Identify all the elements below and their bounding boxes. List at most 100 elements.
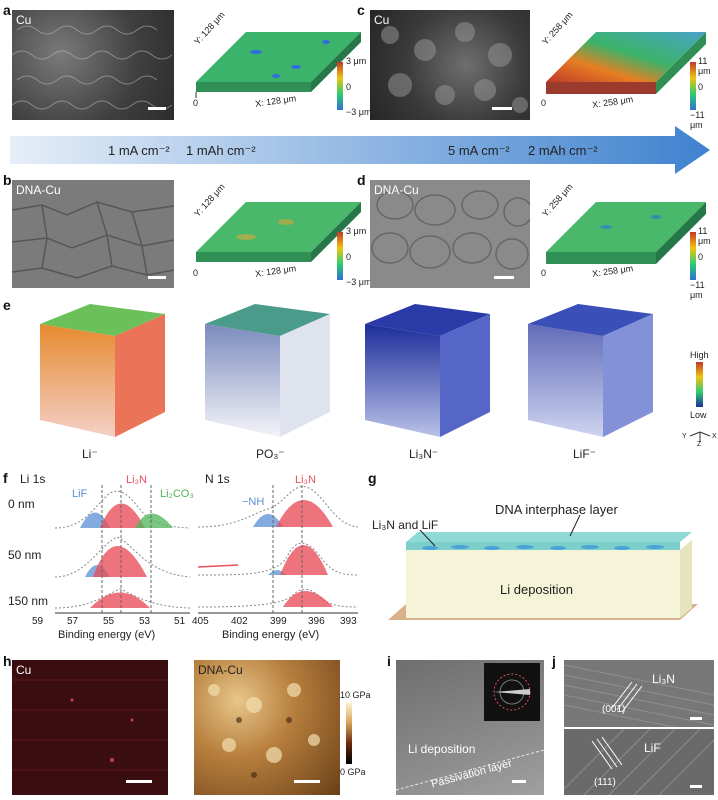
label-plane-001: (001) [602, 704, 626, 715]
panel-label-f: f [3, 470, 8, 486]
intensity-high-label: High [690, 350, 709, 360]
li-tick-51: 51 [174, 616, 186, 627]
arrow-cond1-capacity: 1 mAh cm⁻² [186, 143, 256, 158]
lattice-lif [564, 729, 714, 795]
n-xlabel: Binding energy (eV) [222, 629, 320, 641]
scale-bar-j2 [690, 785, 702, 788]
li-xlabel: Binding energy (eV) [58, 629, 156, 641]
modulus-texture-cu [12, 679, 168, 771]
n-tick-405: 405 [192, 616, 209, 627]
modulus-label-dna-cu: DNA-Cu [198, 663, 243, 677]
colorbar-c [690, 62, 696, 110]
panel-label-e: e [3, 297, 11, 313]
peak-label-n-li3n: Li₃N [295, 474, 316, 486]
hrtem-li3n: Li₃N (001) [564, 660, 714, 727]
axis-z-letter: Z [697, 441, 702, 448]
scale-bar-b [148, 276, 166, 279]
tof-sims-cubes [40, 304, 653, 437]
panel-label-c: c [357, 2, 365, 18]
sem-label-c: Cu [374, 13, 390, 27]
n-tick-399: 399 [270, 616, 287, 627]
hrtem-lif: LiF (111) [564, 729, 714, 795]
cube-label-li3n: Li₃N⁻ [409, 447, 439, 461]
colorbar-b [337, 232, 343, 280]
sem-texture-d [371, 190, 530, 270]
modulus-min-label: 0 GPa [340, 767, 366, 777]
li-tick-53: 53 [139, 616, 151, 627]
colorbar-max-c: 11 μm [698, 56, 711, 76]
colorbar-a [337, 62, 343, 110]
sem-texture-c [381, 22, 528, 113]
panel-label-h: h [3, 653, 12, 669]
intensity-colorbar [696, 362, 703, 407]
modulus-map-cu: Cu [12, 660, 168, 795]
surface-3d-c [546, 32, 706, 94]
scale-bar-a [148, 107, 166, 110]
peak-label-nh: −NH [242, 496, 265, 508]
scale-bar-j1 [690, 717, 702, 720]
scale-bar-i [512, 780, 526, 783]
conditions-arrow [10, 126, 710, 174]
colorbar-max-b: 3 μm [346, 226, 367, 236]
li-tick-57: 57 [67, 616, 79, 627]
xps-li1s-spectra [55, 485, 190, 614]
colorbar-mid-b: 0 [346, 252, 352, 262]
axis-y-letter: Y [682, 433, 687, 440]
surface-3d-b [196, 202, 361, 262]
scale-bar-c [492, 107, 512, 110]
label-li3n-lif: Li₃N and LiF [372, 518, 439, 532]
axes-triad-icon [689, 431, 711, 442]
tem-image-i: Li deposition Passivation layer [396, 660, 544, 795]
colorbar-mid-d: 0 [698, 252, 704, 262]
sem-label-d: DNA-Cu [374, 183, 419, 197]
colorbar-d [690, 232, 696, 280]
arrow-cond2-current: 5 mA cm⁻² [448, 143, 510, 158]
arrow-cond1-current: 1 mA cm⁻² [108, 143, 170, 158]
peak-label-li2co3: Li₂CO₃ [160, 488, 194, 500]
peak-label-lif: LiF [72, 488, 88, 500]
sem-image-c: Cu [370, 10, 530, 120]
modulus-map-dna-cu: DNA-Cu [194, 660, 340, 795]
origin-label-d: 0 [541, 268, 547, 278]
cube-label-lif: LiF⁻ [573, 447, 597, 461]
surface-3d-a [195, 32, 361, 98]
modulus-colorbar [346, 702, 352, 764]
sem-image-d: DNA-Cu [370, 180, 530, 288]
passivation-boundary [396, 749, 544, 791]
depth-50nm: 50 nm [8, 548, 42, 562]
panel-label-a: a [3, 2, 11, 18]
label-plane-111: (111) [594, 777, 616, 788]
modulus-max-label: 10 GPa [340, 690, 371, 700]
cube-label-po3: PO₃⁻ [256, 447, 285, 461]
sem-label-a: Cu [16, 13, 32, 27]
colorbar-mid-c: 0 [698, 82, 704, 92]
li1s-title: Li 1s [20, 472, 46, 486]
colorbar-min-d: −11 μm [690, 280, 705, 300]
label-dna-interphase: DNA interphase layer [495, 502, 618, 517]
intensity-low-label: Low [690, 410, 707, 420]
label-li-deposition-g: Li deposition [500, 582, 573, 597]
sem-texture-a [12, 25, 173, 110]
sem-texture-b [12, 201, 174, 279]
sem-image-a: Cu [12, 10, 174, 120]
saed-pattern [493, 673, 531, 711]
origin-label-a: 0 [193, 98, 199, 108]
panel-label-b: b [3, 172, 12, 188]
lattice-li3n [564, 664, 714, 727]
n-tick-402: 402 [231, 616, 248, 627]
arrow-cond2-capacity: 2 mAh cm⁻² [528, 143, 598, 158]
panel-label-d: d [357, 172, 366, 188]
li-tick-59: 59 [32, 616, 44, 627]
surface-3d-d [546, 202, 706, 264]
depth-0nm: 0 nm [8, 497, 35, 511]
colorbar-min-a: −3 μm [346, 107, 372, 117]
scale-bar-h2 [294, 780, 320, 783]
panel-label-j: j [552, 653, 556, 669]
li-tick-55: 55 [103, 616, 115, 627]
n-tick-393: 393 [340, 616, 357, 627]
colorbar-mid-a: 0 [346, 82, 352, 92]
n-tick-396: 396 [308, 616, 325, 627]
panel-label-i: i [387, 653, 391, 669]
origin-label-c: 0 [541, 98, 547, 108]
saed-inset [484, 663, 540, 721]
